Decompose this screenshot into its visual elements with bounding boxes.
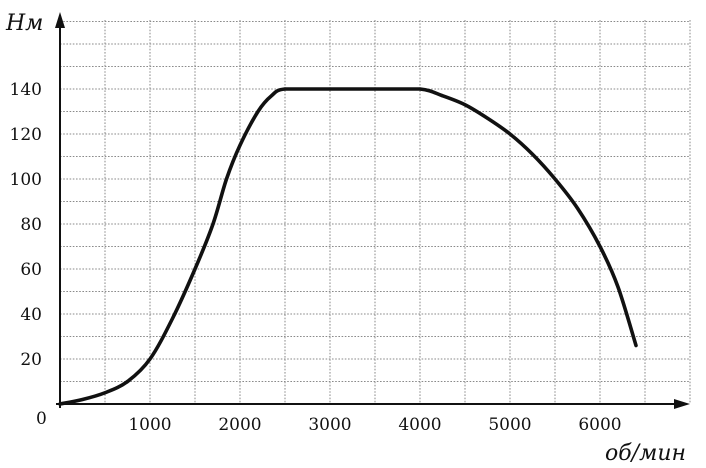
- x-tick-label: 5000: [488, 415, 531, 435]
- y-tick-label: 20: [20, 350, 42, 370]
- y-tick-label: 140: [10, 80, 42, 100]
- y-axis-arrow-icon: [55, 12, 65, 28]
- x-tick-label: 1000: [128, 415, 171, 435]
- y-tick-label: 80: [20, 215, 42, 235]
- x-tick-label: 6000: [578, 415, 621, 435]
- axes: [55, 12, 690, 409]
- y-tick-label: 100: [10, 170, 42, 190]
- x-tick-label: 4000: [398, 415, 441, 435]
- grid: [60, 20, 691, 404]
- tick-labels: 1000 2000 3000 4000 5000 6000 20 40 60 80 100 120 14…: [10, 80, 622, 435]
- x-tick-label: 2000: [218, 415, 261, 435]
- torque-curve: [58, 87, 638, 406]
- y-axis-title: Нм: [5, 11, 43, 36]
- y-tick-label: 60: [20, 260, 42, 280]
- x-tick-label: 3000: [308, 415, 351, 435]
- y-tick-label: 120: [10, 125, 42, 145]
- x-axis-title: об/мин: [605, 441, 686, 466]
- origin-label: 0: [36, 409, 47, 429]
- x-axis-arrow-icon: [674, 399, 690, 409]
- y-tick-label: 40: [20, 305, 42, 325]
